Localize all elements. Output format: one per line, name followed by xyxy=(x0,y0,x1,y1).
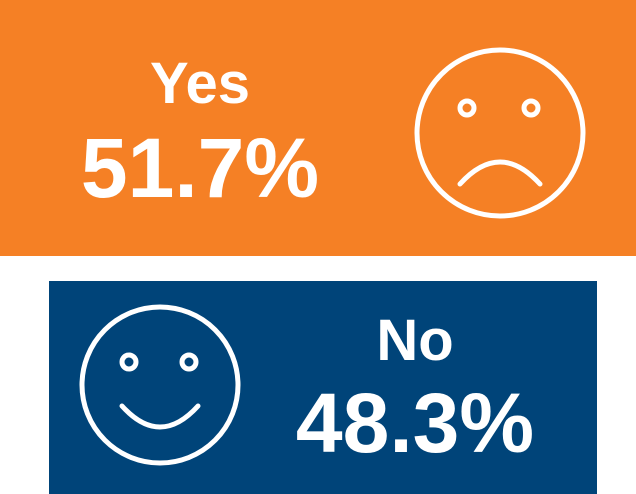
happy-face-icon xyxy=(79,304,241,466)
yes-label: Yes xyxy=(150,51,250,116)
yes-panel: Yes 51.7% xyxy=(0,0,636,256)
no-panel: No 48.3% xyxy=(49,281,597,494)
no-value: 48.3% xyxy=(296,376,534,470)
yes-value: 51.7% xyxy=(81,121,319,215)
no-label: No xyxy=(376,308,453,373)
yes-background xyxy=(0,0,636,256)
sad-face-icon xyxy=(414,47,586,219)
